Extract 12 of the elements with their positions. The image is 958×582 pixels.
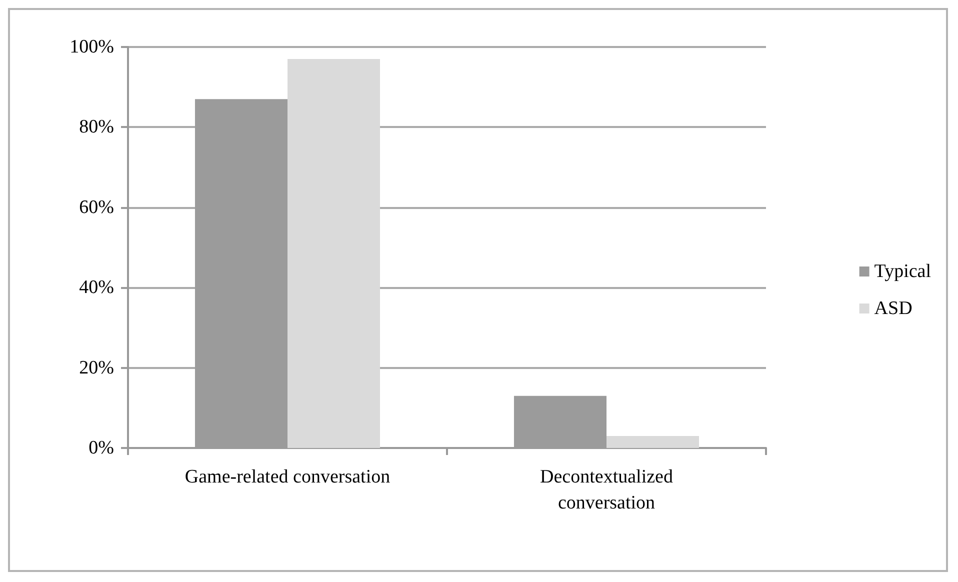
y-tick-label: 20% <box>79 357 114 378</box>
legend-label: Typical <box>874 261 931 282</box>
y-tick-label: 0% <box>88 438 114 458</box>
x-tick-label: Decontextualized conversation <box>540 466 674 514</box>
y-tick-label: 60% <box>79 196 114 218</box>
bar <box>288 59 380 448</box>
legend-label: ASD <box>874 298 912 319</box>
x-tick-label: Game-related conversation <box>184 466 391 488</box>
y-tick-label: 80% <box>79 116 114 138</box>
bar <box>606 436 700 448</box>
y-tick-label: 40% <box>79 277 114 298</box>
y-tick-label: 100% <box>70 36 114 58</box>
